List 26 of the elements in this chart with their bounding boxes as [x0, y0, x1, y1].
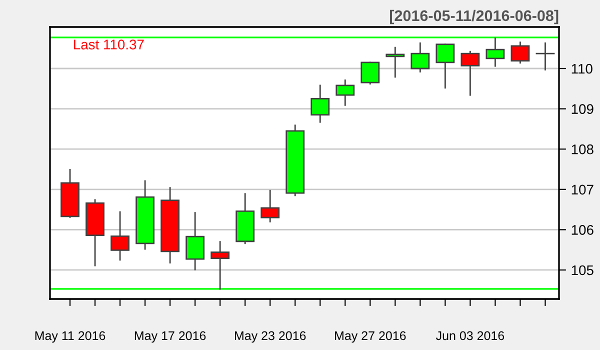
- candlestick: [210, 241, 230, 290]
- x-tick-label: Jun 03 2016: [436, 331, 504, 340]
- y-tick-label: 109: [572, 104, 594, 114]
- y-tick-label: 107: [572, 184, 594, 195]
- candlestick: [360, 62, 380, 85]
- candlestick: [110, 211, 130, 261]
- candlestick: [186, 212, 205, 270]
- chart-title: [2016-05-11/2016-06-08]: [390, 10, 558, 24]
- y-tick-label: 106: [572, 225, 594, 235]
- candlestick: [410, 42, 430, 72]
- candlestick: [260, 190, 280, 222]
- candlestick: [386, 46, 405, 78]
- candlestick: [510, 42, 530, 64]
- candlestick: [310, 84, 330, 123]
- candlestick: [460, 50, 480, 96]
- candlestick: [336, 79, 355, 106]
- y-tick-label: 108: [572, 144, 594, 154]
- x-tick-label: May 27 2016: [335, 331, 406, 343]
- y-tick-label: 105: [572, 265, 594, 276]
- candlestick: [536, 42, 555, 70]
- x-tick-label: May 23 2016: [235, 331, 306, 343]
- y-tick-label: 110: [572, 64, 592, 74]
- candlestick: [436, 44, 455, 89]
- annotation: Last 110.37: [74, 40, 144, 50]
- x-tick-label: May 11 2016: [35, 331, 106, 343]
- x-tick-label: May 17 2016: [134, 331, 206, 343]
